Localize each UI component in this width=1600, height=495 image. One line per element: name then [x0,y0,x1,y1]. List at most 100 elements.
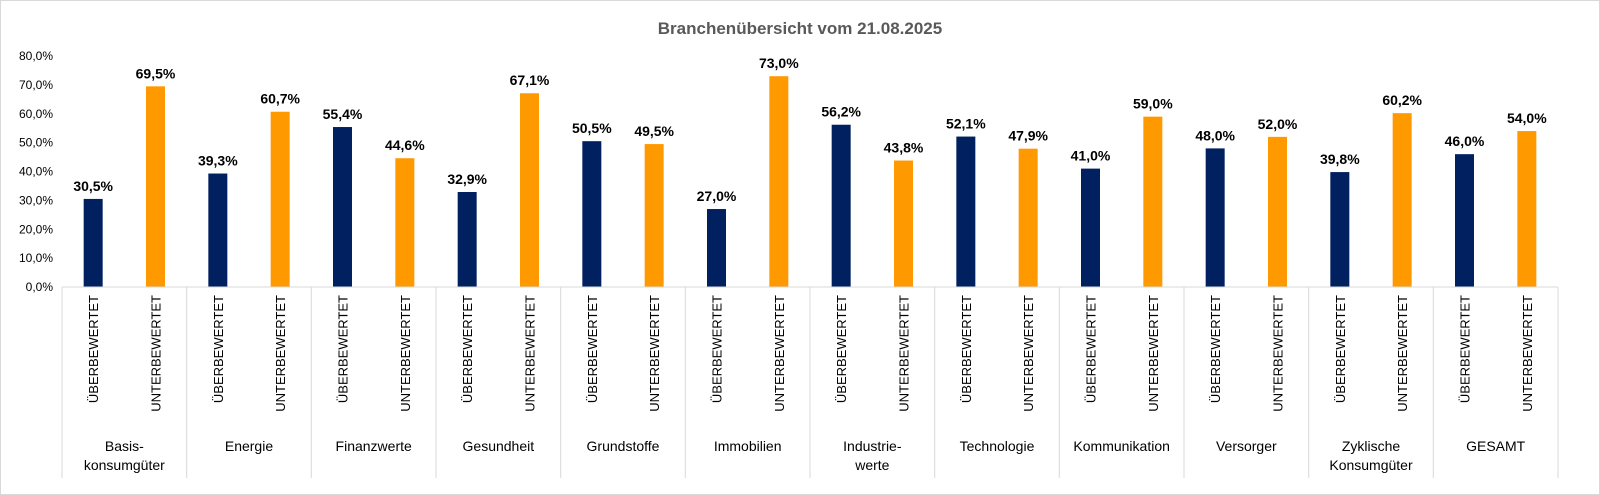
bar [146,86,165,287]
category-label: Energie [225,438,273,454]
bar [333,127,352,287]
data-label: 44,6% [385,137,425,153]
data-label: 52,0% [1258,116,1298,132]
bar [270,111,290,287]
subcategory-label: ÜBERBEWERTET [1458,295,1473,403]
data-label: 60,2% [1382,92,1422,108]
subcategory-label: UNTERBEWERTET [1520,295,1535,412]
category-label: Versorger [1216,438,1277,454]
data-label: 67,1% [510,72,550,88]
subcategory-label: ÜBERBEWERTET [460,295,475,403]
subcategory-label: UNTERBEWERTET [1395,295,1410,412]
data-label: 59,0% [1133,96,1173,112]
bar [1205,148,1225,287]
bars: 30,5% 39,3% 55,4% 32,9% 50,5% 27,0% 56,2% 52,1%… [73,55,1547,288]
subcategory-label: UNTERBEWERTET [647,295,662,412]
data-label: 43,8% [884,140,924,156]
subcategory-label: UNTERBEWERTET [897,295,912,412]
category-label: Grundstoffe [587,438,660,454]
category-label: Basis- [105,438,144,454]
bar [1517,131,1537,287]
subcategory-label: UNTERBEWERTET [1021,295,1036,412]
y-tick-label: 60,0% [19,107,53,121]
data-label: 48,0% [1195,127,1235,143]
y-tick-label: 80,0% [19,49,53,63]
category-label: Finanzwerte [336,438,412,454]
bar [208,173,228,287]
subcategory-label: ÜBERBEWERTET [834,295,849,403]
bar [956,136,976,287]
y-tick-label: 0,0% [26,280,54,294]
data-label: 39,8% [1320,151,1360,167]
subcategory-label: ÜBERBEWERTET [1333,295,1348,403]
data-label: 52,1% [946,116,986,132]
data-label: 49,5% [634,123,674,139]
data-label: 41,0% [1071,148,1111,164]
data-label: 54,0% [1507,110,1547,126]
category-label: Immobilien [714,438,782,454]
data-label: 30,5% [73,178,113,194]
bar [395,158,415,287]
data-label: 60,7% [260,91,300,107]
data-label: 47,9% [1008,128,1048,144]
subcategory-label: UNTERBEWERTET [398,295,413,412]
subcategory-label: UNTERBEWERTET [1271,295,1286,412]
subcategory-label: ÜBERBEWERTET [86,295,101,403]
bar [769,76,789,288]
bar [457,192,477,287]
bar [1081,168,1100,287]
data-label: 32,9% [447,171,487,187]
bar [894,160,913,287]
data-label: 27,0% [697,188,737,204]
y-tick-label: 40,0% [19,165,53,179]
data-label: 46,0% [1445,133,1485,149]
bar [1392,113,1412,287]
data-label: 39,3% [198,153,238,169]
y-tick-label: 30,0% [19,193,53,207]
chart-title: Branchenübersicht vom 21.08.2025 [658,19,942,38]
category-label: Zyklische [1342,438,1401,454]
subcategory-label: UNTERBEWERTET [1146,295,1161,412]
category-label: werte [854,457,889,473]
data-label: 56,2% [821,104,861,120]
data-label: 55,4% [323,106,363,122]
bar [644,144,664,287]
subcategory-label: ÜBERBEWERTET [585,295,600,403]
subcategory-label: UNTERBEWERTET [772,295,787,412]
subcategory-label: UNTERBEWERTET [149,295,164,412]
subcategory-label: ÜBERBEWERTET [710,295,725,403]
category-label: Technologie [960,438,1035,454]
bar [1143,116,1163,287]
y-tick-label: 10,0% [19,251,53,265]
data-label: 73,0% [759,55,799,71]
category-label: Gesundheit [463,438,535,454]
data-label: 50,5% [572,120,612,136]
category-label: GESAMT [1466,438,1526,454]
bar [520,93,539,287]
category-label: Kommunikation [1073,438,1170,454]
bar [831,124,851,287]
subcategory-label: ÜBERBEWERTET [1084,295,1099,403]
bar [707,209,726,287]
y-tick-label: 50,0% [19,136,53,150]
bar [1018,148,1038,287]
subcategory-label: ÜBERBEWERTET [336,295,351,403]
subcategory-label: ÜBERBEWERTET [211,295,226,403]
subcategory-label: UNTERBEWERTET [523,295,538,412]
subcategory-label: UNTERBEWERTET [273,295,288,412]
y-tick-label: 20,0% [19,222,53,236]
bar [1455,154,1474,287]
bar [582,141,602,287]
bar [1330,172,1350,287]
y-tick-label: 70,0% [19,78,53,92]
bar [1268,136,1287,287]
data-label: 69,5% [136,65,176,81]
category-label: Industrie- [843,438,902,454]
x-axis: ÜBERBEWERTET ÜBERBEWERTET ÜBERBEWERTET ÜBER… [61,286,1559,478]
category-label: konsumgüter [84,457,165,473]
subcategory-label: ÜBERBEWERTET [959,295,974,403]
bar [83,198,103,287]
y-axis: 0,0% 10,0% 20,0% 30,0% 40,0% 50,0% 60,0% 70,0% 8… [19,49,53,294]
subcategory-label: ÜBERBEWERTET [1208,295,1223,403]
